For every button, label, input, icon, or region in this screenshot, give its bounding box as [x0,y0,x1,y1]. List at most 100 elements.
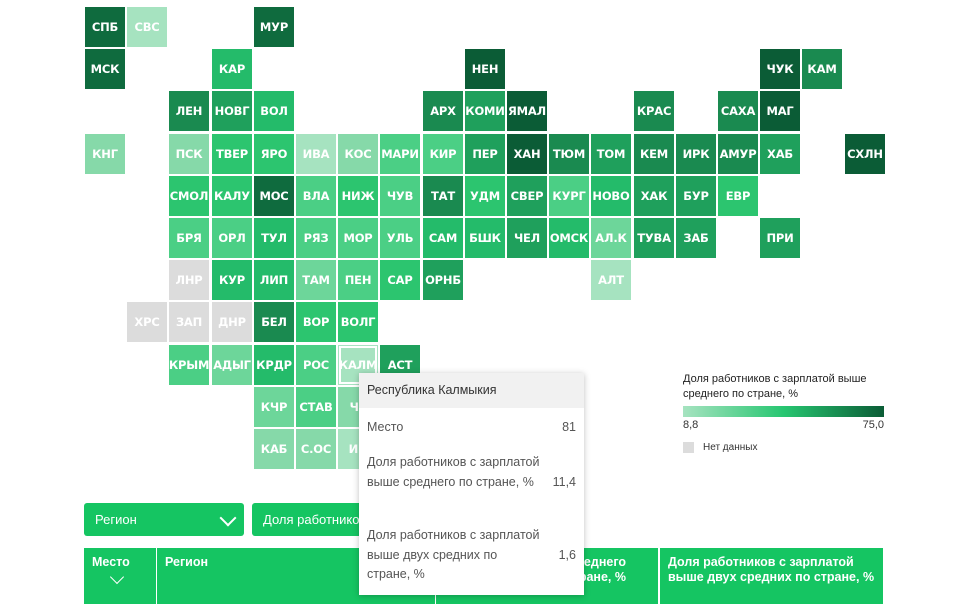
tooltip-row-place: Место 81 [367,418,576,438]
region-tile[interactable]: УЛЬ [380,218,420,258]
region-tile[interactable]: КНГ [85,134,125,174]
region-tile[interactable]: ТУВА [634,218,674,258]
region-tile[interactable]: НЕН [465,49,505,89]
region-tile[interactable]: ВЛА [296,176,336,216]
region-tile[interactable]: БУР [676,176,716,216]
region-tile[interactable]: ТЮМ [549,134,589,174]
region-tile[interactable]: ЗАП [169,302,209,342]
region-tile[interactable]: ВОЛГ [338,302,378,342]
region-tile[interactable]: ЛИП [254,260,294,300]
region-tile[interactable]: САР [380,260,420,300]
region-tile[interactable]: МОР [338,218,378,258]
region-tile[interactable]: КЕМ [634,134,674,174]
region-tile[interactable]: ВОЛ [254,91,294,131]
region-tile[interactable]: СТАВ [296,387,336,427]
region-tile[interactable]: МАРИ [380,134,420,174]
region-tile[interactable]: ЛЕН [169,91,209,131]
region-tile[interactable]: С.ОС [296,429,336,469]
nodata-label: Нет данных [703,442,758,453]
region-tile[interactable]: ТОМ [591,134,631,174]
legend: Доля работников с зарплатой выше среднег… [683,372,888,453]
region-dropdown-label: Регион [95,512,137,527]
region-tile[interactable]: МСК [85,49,125,89]
region-tile[interactable]: КАР [212,49,252,89]
region-tile[interactable]: ЕВР [718,176,758,216]
region-tile[interactable]: ТАМ [296,260,336,300]
region-tile[interactable]: НОВО [591,176,631,216]
region-tile[interactable]: ОМСК [549,218,589,258]
region-tile[interactable]: СМОЛ [169,176,209,216]
tooltip-title: Республика Калмыкия [359,373,584,408]
table-header-place[interactable]: Место [84,548,156,604]
region-tile[interactable]: КУРГ [549,176,589,216]
region-tile[interactable]: КРЫМ [169,345,209,385]
tooltip-row-share-avg: Доля работников с зарплатой выше среднег… [367,453,576,492]
region-tile[interactable]: САХА [718,91,758,131]
region-tile[interactable]: КИР [423,134,463,174]
region-tile[interactable]: АЛ.К [591,218,631,258]
region-tile[interactable]: УДМ [465,176,505,216]
region-tile[interactable]: ХАБ [760,134,800,174]
region-tile[interactable]: СПБ [85,7,125,47]
region-tile[interactable]: АРХ [423,91,463,131]
region-tile[interactable]: СВЕР [507,176,547,216]
region-tile[interactable]: КРАС [634,91,674,131]
region-tile[interactable]: ОРНБ [423,260,463,300]
region-tile[interactable]: МОС [254,176,294,216]
region-tile[interactable]: ЧУВ [380,176,420,216]
region-tile[interactable]: РОС [296,345,336,385]
region-tile[interactable]: ПЕР [465,134,505,174]
region-tile[interactable]: ИВА [296,134,336,174]
region-tile[interactable]: КОС [338,134,378,174]
region-tile[interactable]: РЯЗ [296,218,336,258]
region-tile[interactable]: БЕЛ [254,302,294,342]
region-tile[interactable]: ЗАБ [676,218,716,258]
tooltip-share-double-label: Доля работников с зарплатой выше двух ср… [367,528,540,581]
region-tile[interactable]: ХРС [127,302,167,342]
table-header-share-double[interactable]: Доля работников с зарплатой выше двух ср… [660,548,883,604]
region-tile[interactable]: ТВЕР [212,134,252,174]
region-tile[interactable]: ТУЛ [254,218,294,258]
region-tile[interactable]: КАМ [802,49,842,89]
region-tile[interactable]: НОВГ [212,91,252,131]
region-tile[interactable]: СВС [127,7,167,47]
region-tile[interactable]: КУР [212,260,252,300]
region-tile[interactable]: ОРЛ [212,218,252,258]
header-region-label: Регион [165,555,209,569]
legend-min: 8,8 [683,419,699,431]
region-tile[interactable]: МАГ [760,91,800,131]
region-tile[interactable]: КОМИ [465,91,505,131]
region-tile[interactable]: ВОР [296,302,336,342]
region-tile[interactable]: ДНР [212,302,252,342]
region-tile[interactable]: БРЯ [169,218,209,258]
region-tile[interactable]: НИЖ [338,176,378,216]
region-tile[interactable]: ТАТ [423,176,463,216]
region-tile[interactable]: СХЛН [845,134,885,174]
region-tile-map: СПБ СВС МУР МСК КАР НЕН ЧУК КАМ ЛЕН НОВГ ВОЛ АРХ КОМ… [85,7,885,469]
region-tile[interactable]: КЧР [254,387,294,427]
tooltip-place-value: 81 [562,420,576,434]
region-tile[interactable]: ЛНР [169,260,209,300]
region-tile[interactable]: КРДР [254,345,294,385]
legend-max: 75,0 [862,419,884,431]
region-tile[interactable]: КАЛУ [212,176,252,216]
region-tile[interactable]: ПЕН [338,260,378,300]
region-tile[interactable]: АЛТ [591,260,631,300]
region-tile[interactable]: ЧЕЛ [507,218,547,258]
region-tile[interactable]: ЯМАЛ [507,91,547,131]
region-tile[interactable]: АМУР [718,134,758,174]
legend-scale: 8,8 75,0 [683,417,884,431]
region-tile[interactable]: САМ [423,218,463,258]
region-tile[interactable]: ИРК [676,134,716,174]
region-tile[interactable]: ХАК [634,176,674,216]
region-tile[interactable]: ПСК [169,134,209,174]
region-tile[interactable]: ЯРО [254,134,294,174]
region-tile[interactable]: ПРИ [760,218,800,258]
region-tile[interactable]: АДЫГ [212,345,252,385]
region-tile[interactable]: БШК [465,218,505,258]
region-tile[interactable]: ХАН [507,134,547,174]
region-dropdown[interactable]: Регион [84,503,244,536]
region-tile[interactable]: КАБ [254,429,294,469]
region-tile[interactable]: МУР [254,7,294,47]
region-tile[interactable]: ЧУК [760,49,800,89]
